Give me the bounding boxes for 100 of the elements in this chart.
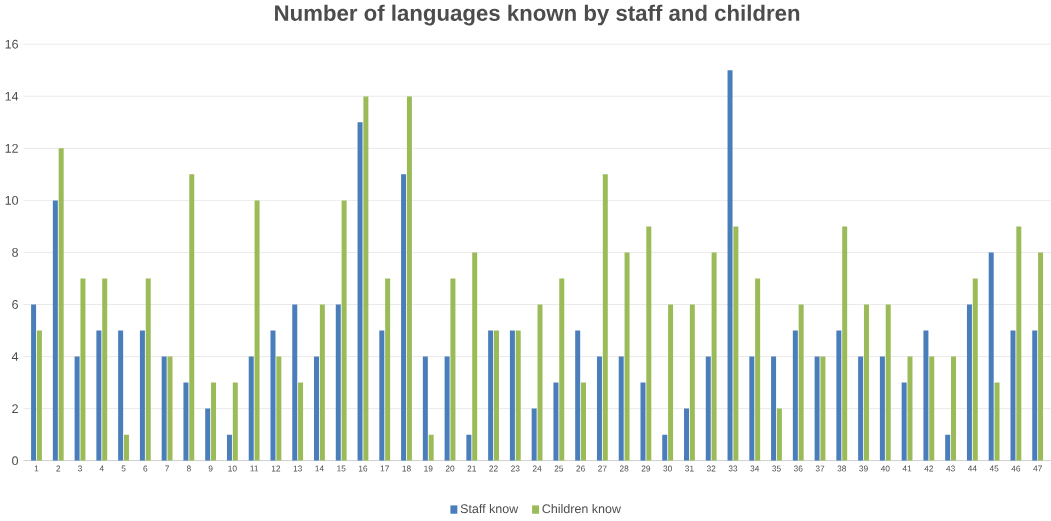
x-tick-label: 4 <box>99 465 104 472</box>
bar <box>575 330 581 461</box>
x-tick-label: 44 <box>967 465 977 472</box>
x-tick-label: 20 <box>445 465 455 472</box>
bar <box>248 356 254 461</box>
bar <box>553 382 559 461</box>
bar <box>749 356 755 461</box>
bar <box>858 356 864 461</box>
x-tick-label: 24 <box>532 465 542 472</box>
bar <box>842 226 848 461</box>
x-tick-label: 34 <box>750 465 760 472</box>
bar <box>74 356 80 461</box>
bar <box>401 174 407 461</box>
x-tick-label: 40 <box>880 465 890 472</box>
bar <box>488 330 494 461</box>
bar <box>646 226 652 461</box>
bar <box>923 330 929 461</box>
bar <box>907 356 913 461</box>
x-tick-label: 11 <box>250 465 259 472</box>
bar <box>509 330 515 461</box>
bar <box>145 278 151 461</box>
bar <box>319 304 325 461</box>
bar <box>161 356 167 461</box>
bar <box>972 278 978 461</box>
bar <box>966 304 972 461</box>
x-tick-label: 15 <box>337 465 346 472</box>
x-tick-label: 39 <box>859 465 868 472</box>
bar <box>466 434 472 461</box>
bar <box>96 330 102 461</box>
x-tick-label: 12 <box>271 465 281 472</box>
x-tick-label: 32 <box>706 465 716 472</box>
bar <box>123 434 129 461</box>
bar <box>836 330 842 461</box>
bar <box>189 174 195 461</box>
bar <box>776 408 782 461</box>
x-tick-label: 16 <box>358 465 368 472</box>
bar <box>292 304 298 461</box>
bar <box>139 330 145 461</box>
x-tick-label: 23 <box>511 465 520 472</box>
x-tick-label: 22 <box>489 465 498 472</box>
bar <box>618 356 624 461</box>
bar <box>211 382 217 461</box>
bar <box>36 330 42 461</box>
bar <box>183 382 189 461</box>
bar <box>537 304 543 461</box>
x-tick-label: 6 <box>143 465 148 472</box>
bar <box>820 356 826 461</box>
y-tick-label: 2 <box>12 404 18 414</box>
bar <box>58 148 64 461</box>
bar <box>798 304 804 461</box>
bar <box>341 200 347 461</box>
y-tick-label: 14 <box>5 92 19 101</box>
y-tick-label: 10 <box>5 196 19 205</box>
bar <box>733 226 739 461</box>
x-tick-label: 9 <box>208 465 213 472</box>
bar <box>945 434 951 461</box>
bar <box>684 408 690 461</box>
chart-title: Number of languages known by staff and children <box>275 4 800 26</box>
x-tick-label: 27 <box>598 465 607 472</box>
x-tick-label: 31 <box>685 465 694 472</box>
x-tick-label: 13 <box>293 465 302 472</box>
bar <box>363 96 369 461</box>
x-tick-label: 19 <box>424 465 433 472</box>
y-tick-label: 12 <box>5 144 18 153</box>
bar <box>951 356 957 461</box>
x-tick-label: 46 <box>1011 465 1021 472</box>
bar <box>711 252 717 461</box>
bar <box>901 382 907 461</box>
bar <box>863 304 869 461</box>
bar <box>624 252 630 461</box>
x-tick-label: 17 <box>380 465 389 472</box>
x-tick-label: 18 <box>402 465 411 472</box>
x-tick-label: 2 <box>56 465 61 472</box>
bar <box>80 278 86 461</box>
bar <box>118 330 124 461</box>
x-tick-label: 42 <box>924 465 934 472</box>
bar <box>879 356 885 461</box>
bar <box>422 356 428 461</box>
y-tick-label: 8 <box>12 248 18 258</box>
bar <box>1038 252 1044 461</box>
x-tick-label: 28 <box>619 465 629 472</box>
legend-label: Children know <box>542 504 621 514</box>
bar <box>1032 330 1038 461</box>
bar <box>335 304 341 461</box>
x-tick-label: 5 <box>121 465 126 472</box>
bar <box>314 356 320 461</box>
bar <box>929 356 935 461</box>
x-tick-label: 37 <box>815 465 825 472</box>
bar <box>385 278 391 461</box>
x-tick-label: 7 <box>165 465 169 472</box>
x-tick-label: 26 <box>576 465 585 472</box>
bar <box>668 304 674 461</box>
bar <box>276 356 282 461</box>
x-tick-label: 36 <box>793 465 803 472</box>
x-tick-label: 14 <box>315 465 324 472</box>
bar <box>1010 330 1016 461</box>
bar <box>596 356 602 461</box>
y-tick-label: 6 <box>12 300 18 310</box>
bar <box>270 330 276 461</box>
bar <box>705 356 711 461</box>
